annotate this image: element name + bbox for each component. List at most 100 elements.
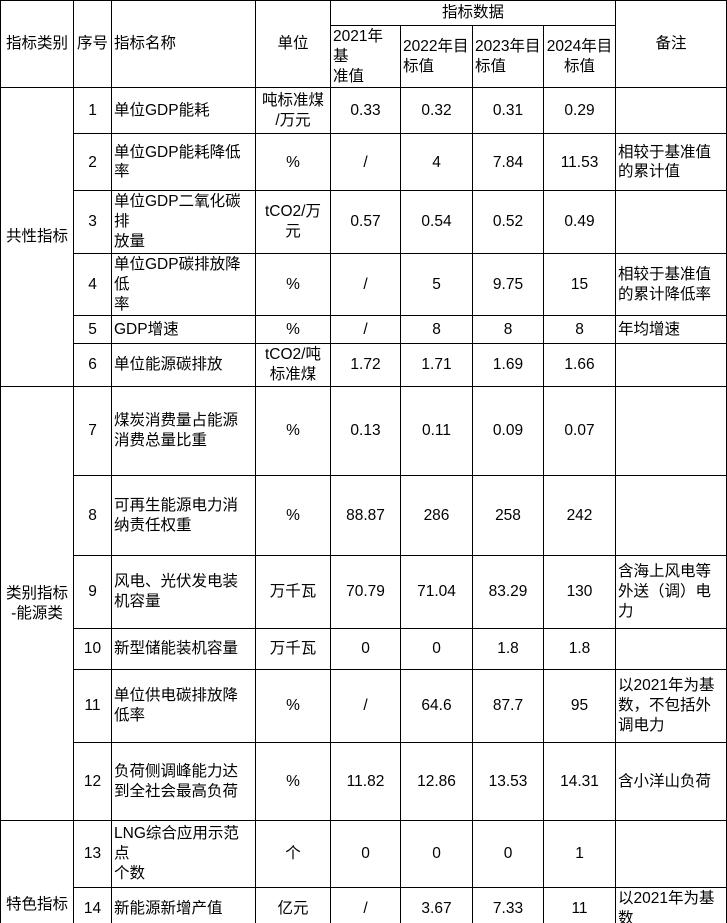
unit-cell: 万千瓦 — [255, 555, 331, 630]
indicator-name-cell: 新能源新增产值 — [111, 887, 256, 923]
indicator-name-cell: 单位GDP能耗降低率 — [111, 133, 256, 192]
remark-cell — [615, 87, 727, 135]
value-cell: 9.75 — [472, 252, 544, 317]
index-cell: 7 — [73, 386, 112, 477]
value-cell: 258 — [472, 475, 544, 557]
table-row: 特色指标 13 LNG综合应用示范点 个数个 0 0 0 1 — [0, 820, 727, 923]
index-cell: 11 — [73, 669, 112, 744]
index-cell: 6 — [73, 343, 112, 388]
value-cell: 242 — [542, 475, 617, 557]
table-row: 9 风电、光伏发电装 机容量 万千瓦 70.79 71.04 83.29 130 含海上风电等… — [1, 555, 727, 630]
value-cell: 7.84 — [472, 133, 544, 192]
value-cell: 0.49 — [542, 190, 617, 254]
value-cell: 0.09 — [472, 386, 544, 477]
indicator-name-cell: GDP增速 — [111, 315, 256, 345]
value-cell: 64.6 — [400, 669, 473, 744]
header-indicator-name: 指标名称 — [111, 0, 256, 89]
remark-cell: 年均增速 — [615, 315, 727, 345]
indicator-name-cell: LNG综合应用示范点 个数 — [111, 820, 256, 889]
value-cell: 130 — [542, 555, 617, 630]
indicator-name-cell: 单位供电碳排放降 低率 — [111, 669, 256, 744]
value-cell: 0.52 — [472, 190, 544, 254]
remark-cell — [615, 475, 727, 557]
value-cell: 0.13 — [330, 386, 401, 477]
remark-cell: 含小洋山负荷 — [615, 742, 727, 822]
index-cell: 13 — [73, 820, 112, 889]
value-cell: 8 — [400, 315, 473, 345]
indicator-name-cell: 单位GDP能耗 — [111, 87, 256, 135]
category-cell: 共性指标 — [0, 87, 74, 388]
header-remark: 备注 — [615, 0, 727, 89]
unit-cell: tCO2/吨 标准煤 — [255, 343, 331, 388]
unit-cell: % — [255, 252, 331, 317]
value-cell: 0.33 — [330, 87, 401, 135]
unit-cell: % — [255, 133, 331, 192]
value-cell: 83.29 — [472, 555, 544, 630]
value-cell: 1.66 — [542, 343, 617, 388]
value-cell: 1.69 — [472, 343, 544, 388]
value-cell: 11.82 — [330, 742, 401, 822]
unit-cell: 亿元 — [255, 887, 331, 923]
value-cell: 0 — [330, 628, 401, 671]
value-cell: 1.71 — [400, 343, 473, 388]
value-cell: 8 — [472, 315, 544, 345]
table-row: 6 单位能源碳排放 tCO2/吨 标准煤 1.72 1.71 1.69 1.66 — [1, 343, 727, 388]
value-cell: 0.32 — [400, 87, 473, 135]
indicator-name-cell: 单位能源碳排放 — [111, 343, 256, 388]
value-cell: 11.53 — [542, 133, 617, 192]
header-2021-baseline: 2021年基 准值 — [330, 24, 401, 89]
unit-cell: % — [255, 386, 331, 477]
remark-cell — [615, 628, 727, 671]
table-row: 共性指标 1 单位GDP能耗 吨标准煤 /万元 0.33 0.32 0.31 0.29 — [0, 87, 727, 388]
header-category: 指标类别 — [0, 0, 74, 89]
value-cell: 12.86 — [400, 742, 473, 822]
indicator-name-cell: 单位GDP碳排放降低 率 — [111, 252, 256, 317]
value-cell: 15 — [542, 252, 617, 317]
indicator-name-cell: 煤炭消费量占能源 消费总量比重 — [111, 386, 256, 477]
header-row-top: 指标类别 序号 指标名称 单位 指标数据 备注 — [0, 0, 727, 89]
value-cell: 0.11 — [400, 386, 473, 477]
value-cell: 0.57 — [330, 190, 401, 254]
table-row: 12 负荷侧调峰能力达 到全社会最高负荷% 11.82 12.86 13.53 14.31… — [1, 742, 727, 822]
unit-cell: 个 — [255, 820, 331, 889]
category-cell: 类别指标 -能源类 — [0, 386, 74, 822]
indicator-name-cell: 风电、光伏发电装 机容量 — [111, 555, 256, 630]
value-cell: 1 — [542, 820, 617, 889]
value-cell: 0 — [330, 820, 401, 889]
value-cell: 71.04 — [400, 555, 473, 630]
remark-cell: 以2021年为基 数 — [615, 887, 727, 923]
indicator-name-cell: 单位GDP二氧化碳排 放量 — [111, 190, 256, 254]
indicator-name-cell: 新型储能装机容量 — [111, 628, 256, 671]
value-cell: 0 — [400, 820, 473, 889]
index-cell: 5 — [73, 315, 112, 345]
value-cell: 11 — [542, 887, 617, 923]
value-cell: / — [330, 133, 401, 192]
index-cell: 4 — [73, 252, 112, 317]
value-cell: / — [330, 252, 401, 317]
index-cell: 9 — [73, 555, 112, 630]
remark-cell — [615, 386, 727, 477]
table-row: 4 单位GDP碳排放降低 率%/5 9.75 15 相较于基准值 的累计降低率 — [1, 252, 727, 317]
unit-cell: tCO2/万 元 — [255, 190, 331, 254]
remark-cell: 以2021年为基 数，不包括外 调电力 — [615, 669, 727, 744]
header-2023-target: 2023年目 标值 — [472, 24, 544, 89]
table-row: 10 新型储能装机容量 万千瓦 0 0 1.8 1.8 — [1, 628, 727, 671]
value-cell: 4 — [400, 133, 473, 192]
index-cell: 2 — [73, 133, 112, 192]
index-cell: 8 — [73, 475, 112, 557]
header-index: 序号 — [73, 0, 112, 89]
index-cell: 14 — [73, 887, 112, 923]
value-cell: 0 — [400, 628, 473, 671]
index-cell: 12 — [73, 742, 112, 822]
remark-cell: 相较于基准值 的累计降低率 — [615, 252, 727, 317]
value-cell: 14.31 — [542, 742, 617, 822]
value-cell: 0.31 — [472, 87, 544, 135]
table-row: 8 可再生能源电力消 纳责任权重% 88.87 286 258 242 — [1, 475, 727, 557]
header-unit: 单位 — [255, 0, 331, 89]
unit-cell: 万千瓦 — [255, 628, 331, 671]
unit-cell: 吨标准煤 /万元 — [255, 87, 331, 135]
value-cell: / — [330, 669, 401, 744]
value-cell: 0.07 — [542, 386, 617, 477]
